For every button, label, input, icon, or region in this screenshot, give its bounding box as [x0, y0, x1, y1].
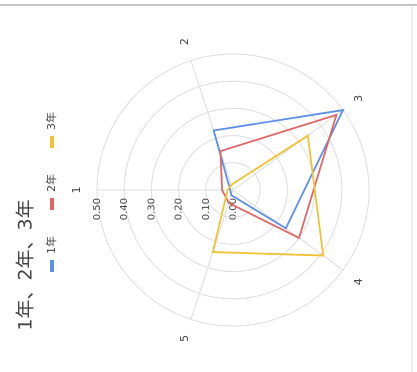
- r-tick-label: 0.20: [174, 198, 185, 220]
- spoke: [190, 189, 234, 320]
- series-polygon: [211, 134, 325, 257]
- legend-label: 3年: [44, 112, 58, 130]
- series-polygon: [219, 113, 338, 240]
- r-tick-label: 0.00: [228, 198, 239, 220]
- r-tick-label: 0.30: [146, 198, 157, 220]
- series-polygon: [212, 108, 345, 230]
- spoke: [190, 60, 234, 191]
- axis-label: 1: [70, 187, 83, 194]
- r-tick-label: 0.40: [119, 198, 130, 220]
- legend-label: 1年: [44, 236, 58, 254]
- axis-label: 4: [352, 278, 365, 285]
- chart-title: 1年、2年、3年: [15, 199, 37, 330]
- spoke: [232, 189, 344, 271]
- axis-label: 3: [352, 95, 365, 102]
- legend-swatch: [50, 198, 54, 210]
- r-tick-label: 0.50: [92, 198, 103, 220]
- spoke: [232, 109, 344, 191]
- r-tick-label: 0.10: [201, 198, 212, 220]
- legend-swatch: [50, 136, 54, 148]
- rotated-chart: 1年、2年、3年 0.00 0.10 0.20 0.30 0.40 0.50 1 2 3 4 5 1年…: [15, 38, 370, 342]
- axis-label: 2: [178, 38, 191, 45]
- legend-swatch: [50, 260, 54, 272]
- axis-label: 5: [178, 335, 191, 342]
- legend-label: 2年: [44, 174, 58, 192]
